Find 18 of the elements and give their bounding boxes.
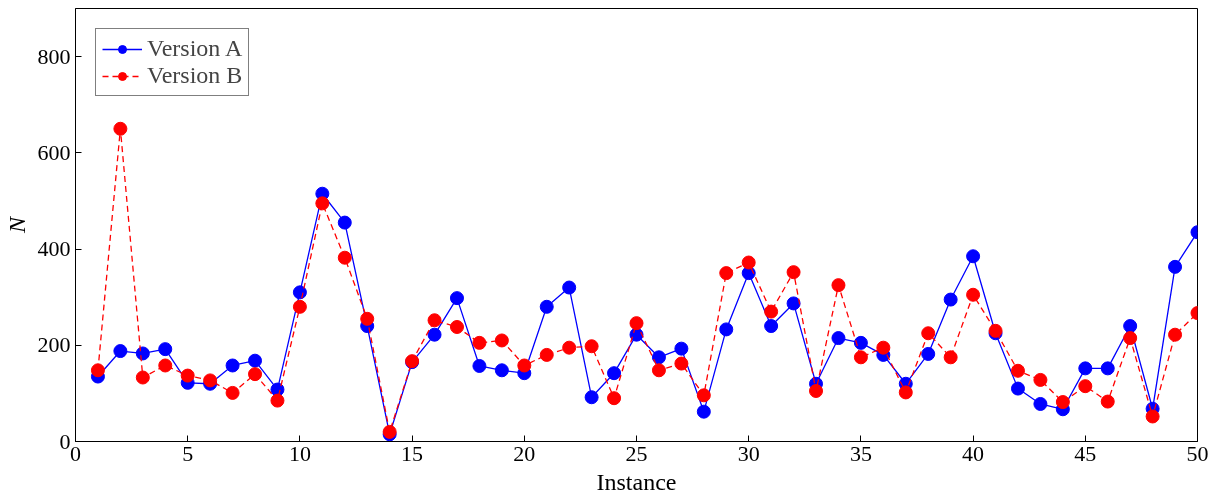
x-tick-label: 15 (401, 440, 424, 466)
x-tick-label: 25 (625, 440, 648, 466)
x-tick-label: 10 (288, 440, 311, 466)
y-tick-label: 200 (37, 332, 71, 358)
x-tick-label: 30 (737, 440, 760, 466)
x-tick-label: 5 (182, 440, 194, 466)
x-tick-label: 50 (1186, 440, 1209, 466)
x-tick-label: 40 (962, 440, 985, 466)
x-tick-label: 45 (1074, 440, 1097, 466)
y-tick-label: 800 (37, 43, 71, 69)
legend-label: Version B (147, 62, 243, 89)
y-axis-title: N (3, 215, 30, 234)
x-axis-title: Instance (596, 468, 677, 495)
x-tick-label: 35 (849, 440, 872, 466)
y-tick-label: 600 (37, 139, 71, 165)
legend-label: Version A (147, 35, 243, 62)
x-tick-label: 20 (513, 440, 536, 466)
y-tick-label: 400 (37, 236, 71, 262)
